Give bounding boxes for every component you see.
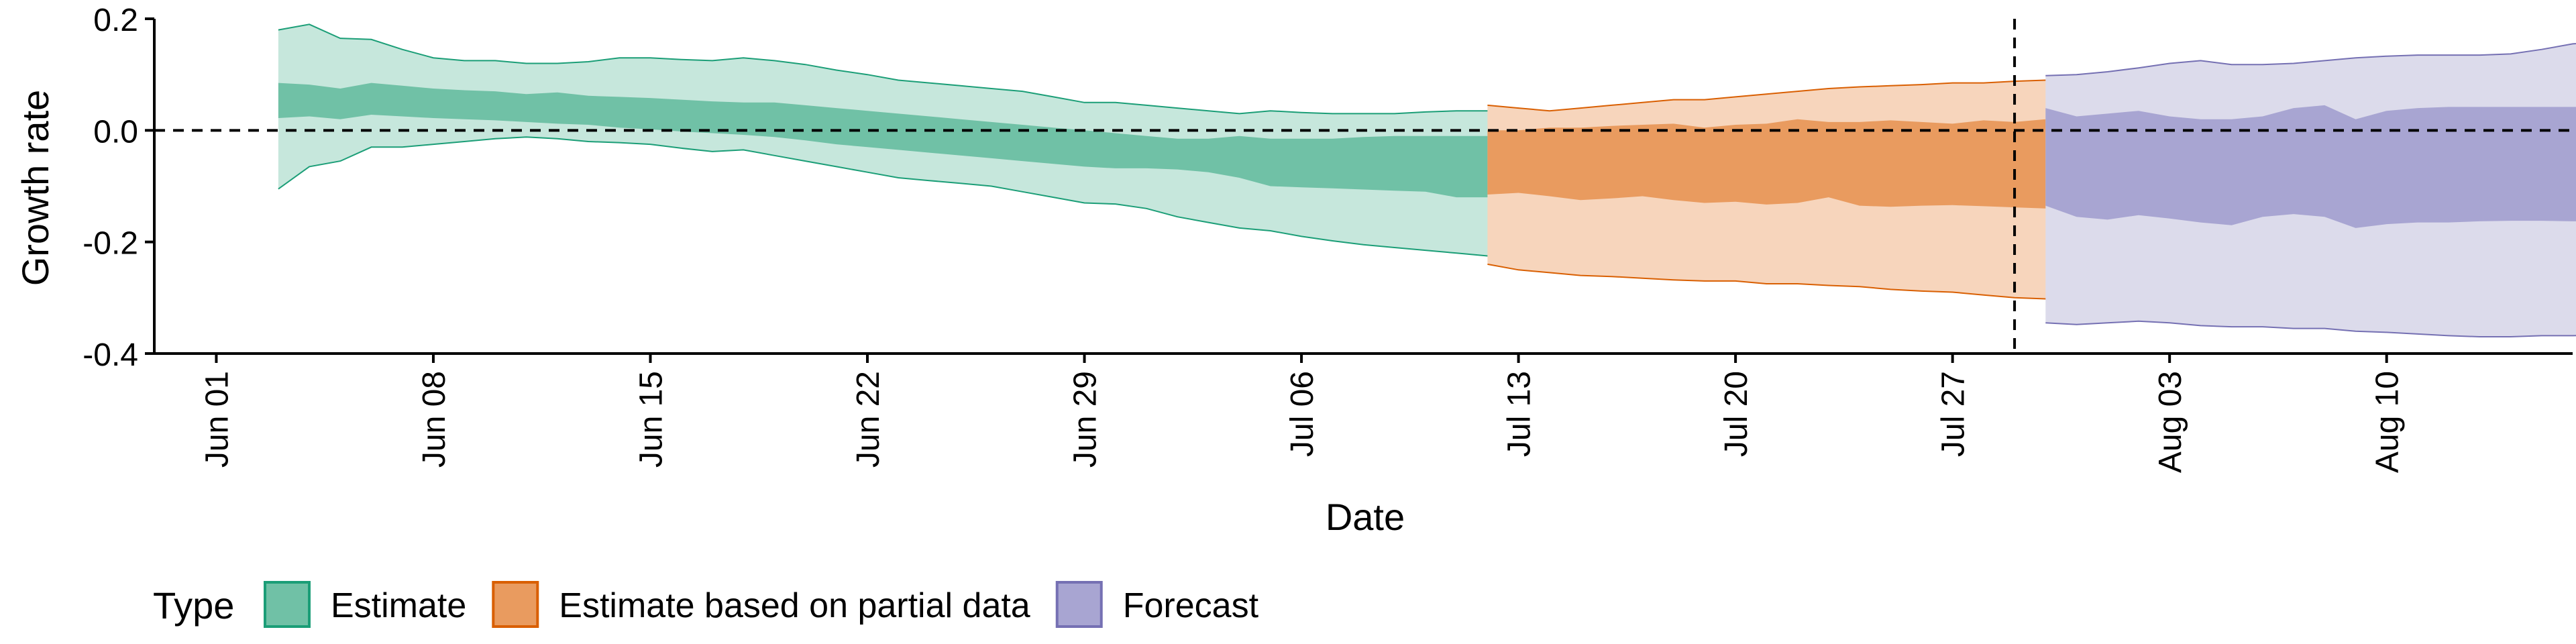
y-tick-label: -0.4 [83, 337, 138, 373]
x-tick-label: Jun 22 [851, 371, 886, 468]
y-axis-label: Growth rate [14, 90, 56, 286]
x-tick-label: Jul 13 [1502, 371, 1538, 457]
band-lower-edge-forecast [2045, 320, 2576, 337]
x-tick-label: Jun 01 [199, 371, 235, 468]
x-tick-label: Jun 08 [417, 371, 452, 468]
x-axis-label: Date [1326, 496, 1405, 538]
legend-swatch-estimate-based-on-partial-data [492, 581, 539, 628]
legend-label-forecast: Forecast [1123, 586, 1259, 625]
bands-layer [278, 23, 2576, 337]
band-inner-forecast [2045, 105, 2576, 228]
y-tick-label: 0.2 [93, 3, 138, 38]
x-tick-label: Jul 27 [1936, 371, 1972, 457]
x-tick-label: Jun 15 [633, 371, 669, 468]
legend-swatch-forecast [1055, 581, 1103, 628]
axes-layer: 0.2 0.0 -0.2 -0.4 Jun 01 Jun 08 Jun 15 Jun 22 Ju… [83, 3, 2573, 473]
legend-title: Type [153, 584, 234, 627]
band-lower-edge-estimate [278, 136, 1519, 258]
band-upper-edge-forecast [2045, 42, 2576, 76]
reference-lines [154, 19, 2573, 354]
legend-swatch-estimate [264, 581, 311, 628]
x-tick-label: Aug 10 [2370, 371, 2406, 473]
y-tick-label: -0.2 [83, 226, 138, 262]
legend: Type Estimate Estimate based on partial d… [153, 581, 1259, 628]
x-tick-label: Jun 29 [1068, 371, 1104, 468]
x-tick-label: Jul 20 [1719, 371, 1754, 457]
band-inner-estimate [278, 83, 1519, 199]
y-tick-label: 0.0 [93, 114, 138, 150]
band-upper-edge-estimate [278, 23, 1519, 115]
legend-label-estimate: Estimate [331, 586, 466, 625]
legend-label-estimate-based-on-partial-data: Estimate based on partial data [559, 586, 1030, 625]
x-tick-label: Aug 03 [2153, 371, 2188, 473]
x-tick-label: Jul 06 [1285, 371, 1320, 457]
